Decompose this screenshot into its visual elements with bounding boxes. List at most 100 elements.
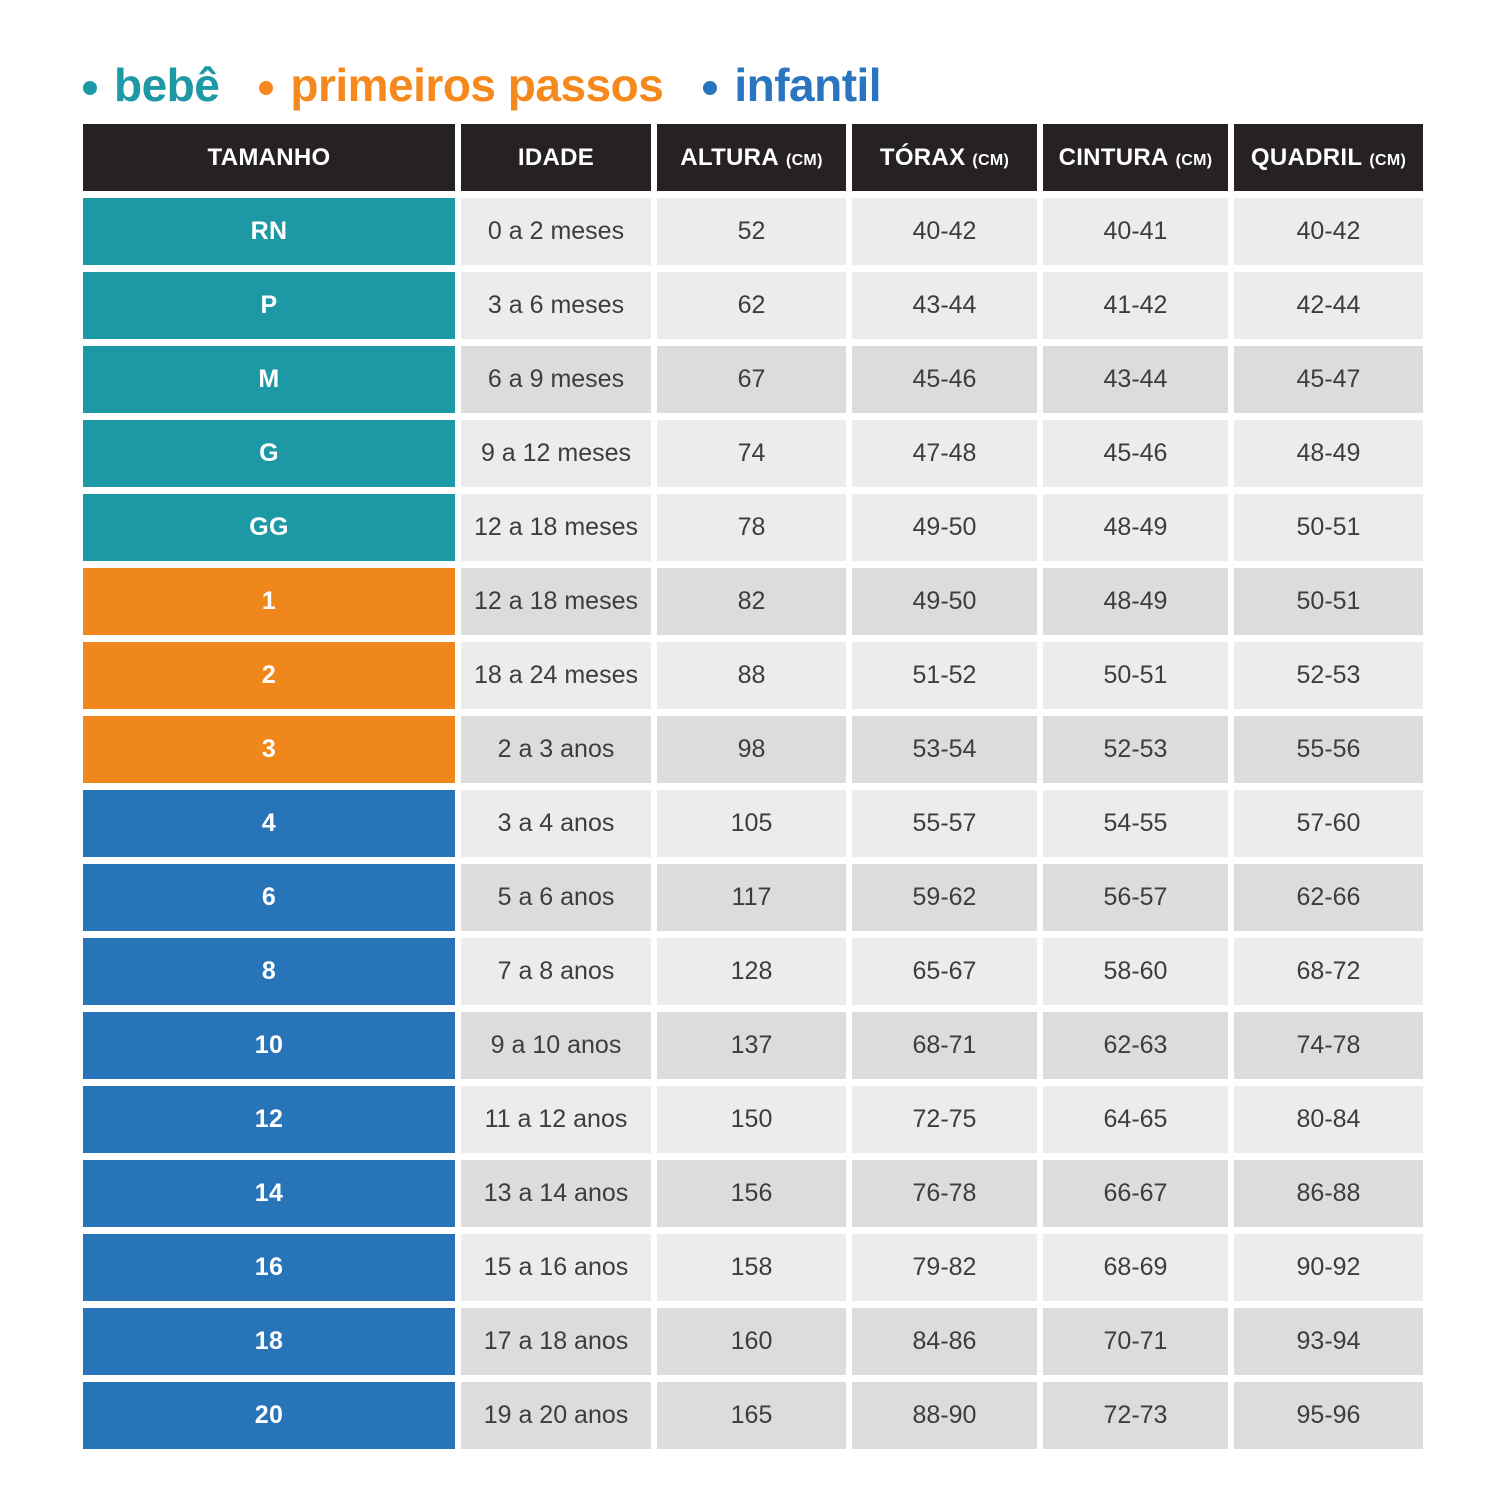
height-cell: 88 bbox=[657, 642, 846, 709]
age-cell: 7 a 8 anos bbox=[461, 938, 651, 1005]
column-header-altura: ALTURA (CM) bbox=[657, 124, 846, 191]
hip-cell: 45-47 bbox=[1234, 346, 1423, 413]
waist-cell: 70-71 bbox=[1043, 1308, 1228, 1375]
height-cell: 158 bbox=[657, 1234, 846, 1301]
waist-cell: 50-51 bbox=[1043, 642, 1228, 709]
waist-cell: 41-42 bbox=[1043, 272, 1228, 339]
waist-cell: 52-53 bbox=[1043, 716, 1228, 783]
size-cell: G bbox=[83, 420, 455, 487]
legend: bebê primeiros passos infantil bbox=[83, 58, 1423, 112]
chest-cell: 51-52 bbox=[852, 642, 1037, 709]
chest-cell: 43-44 bbox=[852, 272, 1037, 339]
age-cell: 12 a 18 meses bbox=[461, 494, 651, 561]
waist-cell: 68-69 bbox=[1043, 1234, 1228, 1301]
hip-cell: 50-51 bbox=[1234, 494, 1423, 561]
height-cell: 52 bbox=[657, 198, 846, 265]
height-cell: 67 bbox=[657, 346, 846, 413]
chest-cell: 49-50 bbox=[852, 494, 1037, 561]
chest-cell: 65-67 bbox=[852, 938, 1037, 1005]
legend-item-bebe: bebê bbox=[83, 58, 220, 112]
legend-label: bebê bbox=[114, 59, 220, 111]
hip-cell: 48-49 bbox=[1234, 420, 1423, 487]
hip-cell: 52-53 bbox=[1234, 642, 1423, 709]
size-cell: 18 bbox=[83, 1308, 455, 1375]
hip-cell: 90-92 bbox=[1234, 1234, 1423, 1301]
hip-cell: 62-66 bbox=[1234, 864, 1423, 931]
waist-cell: 48-49 bbox=[1043, 568, 1228, 635]
column-header-unit: (CM) bbox=[972, 151, 1010, 169]
waist-cell: 40-41 bbox=[1043, 198, 1228, 265]
chest-cell: 88-90 bbox=[852, 1382, 1037, 1449]
height-cell: 156 bbox=[657, 1160, 846, 1227]
column-header-tamanho: TAMANHO bbox=[83, 124, 455, 191]
column-header-idade: IDADE bbox=[461, 124, 651, 191]
age-cell: 18 a 24 meses bbox=[461, 642, 651, 709]
column-header-label: IDADE bbox=[517, 143, 595, 171]
column-header-label: QUADRIL bbox=[1250, 143, 1363, 171]
column-header-label: CINTURA bbox=[1058, 143, 1169, 171]
size-cell: P bbox=[83, 272, 455, 339]
size-cell: RN bbox=[83, 198, 455, 265]
size-cell: 3 bbox=[83, 716, 455, 783]
size-cell: M bbox=[83, 346, 455, 413]
size-cell: 6 bbox=[83, 864, 455, 931]
age-cell: 9 a 10 anos bbox=[461, 1012, 651, 1079]
height-cell: 128 bbox=[657, 938, 846, 1005]
height-cell: 137 bbox=[657, 1012, 846, 1079]
waist-cell: 43-44 bbox=[1043, 346, 1228, 413]
hip-cell: 93-94 bbox=[1234, 1308, 1423, 1375]
chest-cell: 79-82 bbox=[852, 1234, 1037, 1301]
chest-cell: 68-71 bbox=[852, 1012, 1037, 1079]
waist-cell: 54-55 bbox=[1043, 790, 1228, 857]
hip-cell: 68-72 bbox=[1234, 938, 1423, 1005]
age-cell: 3 a 4 anos bbox=[461, 790, 651, 857]
chest-cell: 47-48 bbox=[852, 420, 1037, 487]
size-cell: 14 bbox=[83, 1160, 455, 1227]
size-cell: 4 bbox=[83, 790, 455, 857]
size-cell: 20 bbox=[83, 1382, 455, 1449]
legend-label: infantil bbox=[734, 59, 882, 111]
waist-cell: 56-57 bbox=[1043, 864, 1228, 931]
waist-cell: 72-73 bbox=[1043, 1382, 1228, 1449]
column-header-unit: (CM) bbox=[785, 151, 823, 169]
height-cell: 78 bbox=[657, 494, 846, 561]
waist-cell: 66-67 bbox=[1043, 1160, 1228, 1227]
age-cell: 5 a 6 anos bbox=[461, 864, 651, 931]
column-header-quadril: QUADRIL (CM) bbox=[1234, 124, 1423, 191]
column-header-label: ALTURA bbox=[680, 143, 779, 171]
waist-cell: 64-65 bbox=[1043, 1086, 1228, 1153]
size-cell: 10 bbox=[83, 1012, 455, 1079]
hip-cell: 50-51 bbox=[1234, 568, 1423, 635]
legend-item-infantil: infantil bbox=[703, 58, 882, 112]
legend-item-primeiros-passos: primeiros passos bbox=[259, 58, 664, 112]
size-chart-page: bebê primeiros passos infantil TAMANHO I… bbox=[83, 58, 1423, 1449]
waist-cell: 48-49 bbox=[1043, 494, 1228, 561]
height-cell: 82 bbox=[657, 568, 846, 635]
hip-cell: 55-56 bbox=[1234, 716, 1423, 783]
waist-cell: 62-63 bbox=[1043, 1012, 1228, 1079]
age-cell: 19 a 20 anos bbox=[461, 1382, 651, 1449]
chest-cell: 72-75 bbox=[852, 1086, 1037, 1153]
hip-cell: 74-78 bbox=[1234, 1012, 1423, 1079]
waist-cell: 58-60 bbox=[1043, 938, 1228, 1005]
hip-cell: 95-96 bbox=[1234, 1382, 1423, 1449]
chest-cell: 59-62 bbox=[852, 864, 1037, 931]
hip-cell: 80-84 bbox=[1234, 1086, 1423, 1153]
chest-cell: 45-46 bbox=[852, 346, 1037, 413]
bullet-icon bbox=[259, 81, 274, 95]
chest-cell: 49-50 bbox=[852, 568, 1037, 635]
size-cell: 1 bbox=[83, 568, 455, 635]
column-header-label: TÓRAX bbox=[879, 143, 966, 171]
legend-label: primeiros passos bbox=[290, 59, 664, 111]
column-header-unit: (CM) bbox=[1175, 151, 1213, 169]
age-cell: 3 a 6 meses bbox=[461, 272, 651, 339]
age-cell: 15 a 16 anos bbox=[461, 1234, 651, 1301]
hip-cell: 86-88 bbox=[1234, 1160, 1423, 1227]
waist-cell: 45-46 bbox=[1043, 420, 1228, 487]
size-table: TAMANHO IDADE ALTURA (CM) TÓRAX (CM) CINTU… bbox=[83, 124, 1423, 1449]
age-cell: 12 a 18 meses bbox=[461, 568, 651, 635]
chest-cell: 40-42 bbox=[852, 198, 1037, 265]
height-cell: 165 bbox=[657, 1382, 846, 1449]
size-cell: 2 bbox=[83, 642, 455, 709]
height-cell: 98 bbox=[657, 716, 846, 783]
